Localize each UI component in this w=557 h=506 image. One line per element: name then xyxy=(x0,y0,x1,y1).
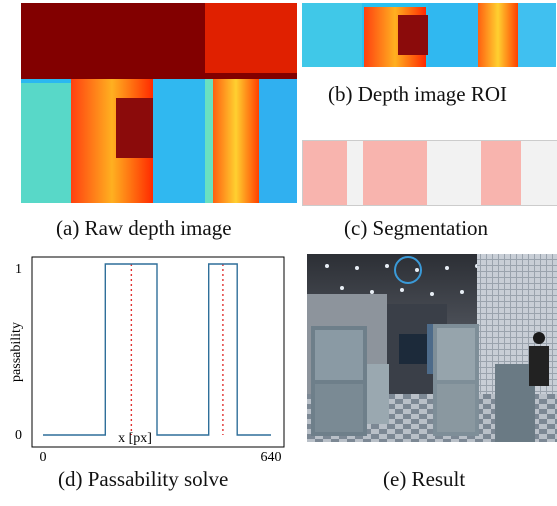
caption-d: (d) Passability solve xyxy=(58,467,229,491)
caption-e: (e) Result xyxy=(383,467,466,491)
y-tick-1: 1 xyxy=(15,262,22,277)
caption-a: (a) Raw depth image xyxy=(56,216,232,240)
detection-circle xyxy=(394,256,422,284)
depth-roi-image xyxy=(302,3,556,67)
passability-chart: 1 0 0 640 x [px] passability xyxy=(9,256,285,465)
x-tick-640: 640 xyxy=(261,450,282,465)
x-axis-label: x [px] xyxy=(118,431,152,446)
result-photo xyxy=(307,254,557,442)
y-axis-label: passability xyxy=(9,322,24,382)
x-tick-0: 0 xyxy=(40,450,47,465)
caption-b: (b) Depth image ROI xyxy=(328,82,508,106)
y-tick-0: 0 xyxy=(15,428,22,443)
raw-depth-image xyxy=(21,3,297,203)
plot-frame xyxy=(31,256,285,448)
series-passability xyxy=(43,263,271,436)
caption-c: (c) Segmentation xyxy=(344,216,489,240)
segmentation-image xyxy=(302,140,557,206)
